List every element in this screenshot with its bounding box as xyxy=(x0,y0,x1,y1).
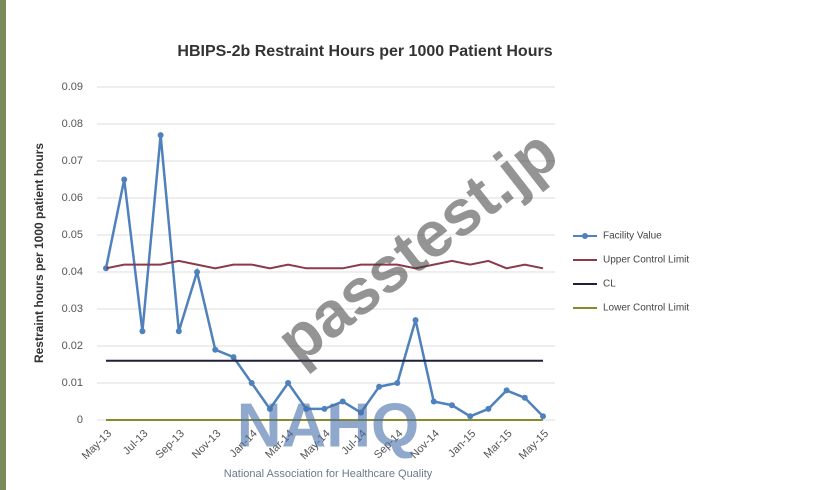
series-line xyxy=(105,259,544,270)
y-tick-label: 0.09 xyxy=(62,81,83,93)
data-point xyxy=(394,380,401,386)
data-point xyxy=(376,383,383,390)
y-tick-label: 0.01 xyxy=(62,377,83,389)
y-tick-label: 0.05 xyxy=(62,229,83,241)
chart-title: HBIPS-2b Restraint Hours per 1000 Patien… xyxy=(177,43,552,60)
legend-label: Lower Control Limit xyxy=(603,303,689,314)
data-point xyxy=(139,328,146,335)
data-point xyxy=(321,405,328,412)
data-point xyxy=(412,317,419,324)
y-tick-label: 0.04 xyxy=(62,266,83,278)
legend-marker xyxy=(582,233,588,239)
data-point xyxy=(266,405,273,412)
data-point xyxy=(175,328,182,335)
data-point xyxy=(503,387,510,394)
legend-label: Facility Value xyxy=(603,231,662,242)
data-point xyxy=(157,132,164,139)
data-point xyxy=(485,405,492,412)
y-axis-label: Restraint hours per 1000 patient hours xyxy=(32,143,46,363)
data-point xyxy=(121,176,128,183)
logo-text: NAHQ xyxy=(237,391,420,460)
y-tick-label: 0 xyxy=(77,414,83,426)
logo-subtitle: National Association for Healthcare Qual… xyxy=(224,468,433,480)
data-point xyxy=(339,398,346,405)
data-point xyxy=(212,346,219,353)
data-point xyxy=(448,402,455,409)
legend-label: Upper Control Limit xyxy=(603,255,689,266)
data-point xyxy=(285,380,292,386)
edge-strip xyxy=(0,0,6,490)
data-point xyxy=(540,413,546,420)
data-point xyxy=(230,354,237,361)
y-tick-label: 0.02 xyxy=(62,340,83,352)
y-tick-label: 0.08 xyxy=(62,118,83,130)
data-point xyxy=(303,405,310,412)
data-point xyxy=(357,409,364,416)
legend-label: CL xyxy=(603,279,616,290)
y-tick-label: 0.07 xyxy=(62,155,83,167)
y-tick-label: 0.03 xyxy=(62,303,83,315)
data-point xyxy=(248,380,255,386)
data-point xyxy=(521,394,528,401)
data-point xyxy=(467,413,474,420)
data-point xyxy=(430,398,437,405)
y-tick-label: 0.06 xyxy=(62,192,83,204)
data-point xyxy=(194,269,201,275)
